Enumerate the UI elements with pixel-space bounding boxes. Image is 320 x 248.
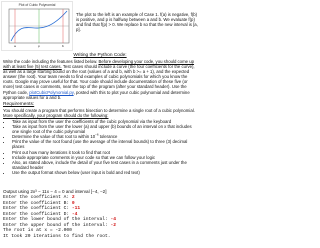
bullet: Take as input from the user the coeffici… bbox=[12, 119, 198, 124]
bullet: Use the output format shown below (user … bbox=[12, 170, 198, 175]
paragraph: Write the code including the features li… bbox=[3, 59, 198, 100]
bullet: Include appropriate comments in your cod… bbox=[12, 155, 198, 160]
superscript: −6 bbox=[95, 132, 99, 137]
list: Take as input from the user the coeffici… bbox=[3, 119, 198, 175]
text: tolerance bbox=[98, 134, 118, 140]
heading: Writing the Python Code: bbox=[73, 53, 127, 58]
bullet: Take as input from the user the lower (a… bbox=[12, 124, 198, 134]
prompt: Enter the coefficient A: bbox=[3, 195, 72, 200]
page: Plot of Cubic Polynomial a p b The plot … bbox=[0, 0, 200, 248]
bullet: Print the value of the root found (use t… bbox=[12, 139, 198, 149]
bullet: Print out how many iterations it took to… bbox=[12, 150, 198, 155]
paragraph: You should create a program that perform… bbox=[3, 108, 198, 118]
output-line: Enter the lower bound of the interval: -… bbox=[3, 217, 198, 223]
output-caption: Output using 2x³ − 11x − 4 = 0 and inter… bbox=[3, 189, 107, 194]
output-line: It took 20 iterations to find the root. bbox=[3, 234, 198, 240]
prompt: It took 20 iterations to find the root. bbox=[3, 233, 111, 239]
output-line: Enter the upper bound of the interval: -… bbox=[3, 223, 198, 229]
text: You should create a program that perform… bbox=[3, 108, 195, 113]
intro: The plot to the left is an example of Ca… bbox=[76, 12, 198, 33]
figure-label: b bbox=[62, 44, 64, 48]
output: Enter the coefficient A: 2 Enter the coef… bbox=[3, 195, 198, 239]
figure-label: p bbox=[38, 44, 40, 48]
prompt: Enter the coefficient D: bbox=[3, 211, 72, 217]
user-input: -2 bbox=[110, 222, 117, 228]
text: More specifically, your program should d… bbox=[3, 113, 109, 119]
figure-title: Plot of Cubic Polynomial bbox=[19, 3, 56, 7]
user-input: 2 bbox=[71, 195, 75, 200]
figure: Plot of Cubic Polynomial a p b bbox=[1, 1, 73, 51]
figure-label: a bbox=[14, 44, 16, 48]
output-line: Enter the coefficient B: 0 bbox=[3, 201, 198, 207]
output-line: Enter the coefficient D: -4 bbox=[3, 212, 198, 218]
text: Test cases should include a curve (the f… bbox=[3, 64, 195, 95]
link[interactable]: plotCubicPolynomial.py bbox=[29, 89, 74, 95]
output-line: Enter the coefficient A: 2 bbox=[3, 195, 198, 201]
output-line: Enter the coefficient C: -11 bbox=[3, 206, 198, 212]
prompt: Enter the coefficient B: bbox=[3, 200, 72, 206]
user-input: -4 bbox=[110, 217, 117, 222]
prompt: Enter the coefficient C: bbox=[3, 206, 72, 211]
user-input: -11 bbox=[71, 206, 81, 211]
text: , posted with this to plot your cubic po… bbox=[3, 89, 190, 100]
text: Determine the value of that root to with… bbox=[12, 134, 96, 140]
user-input: -4 bbox=[71, 211, 78, 217]
bullet: Determine the value of that root to with… bbox=[12, 132, 198, 140]
bullet: Also, as stated above, include the detai… bbox=[12, 160, 198, 170]
prompt: Enter the lower bound of the interval: bbox=[3, 217, 111, 222]
prompt: Enter the upper bound of the interval: bbox=[3, 222, 111, 228]
output-line: The root is at x = -2.000 bbox=[3, 228, 198, 234]
text: Write the code including the features li… bbox=[3, 59, 99, 64]
user-input: 0 bbox=[71, 200, 75, 206]
heading: Requirements: bbox=[3, 102, 35, 107]
bullets: Take as input from the user the coeffici… bbox=[3, 119, 198, 175]
prompt: The root is at x = -2.000 bbox=[3, 228, 72, 233]
text: Before developing your code, you should … bbox=[3, 59, 195, 70]
